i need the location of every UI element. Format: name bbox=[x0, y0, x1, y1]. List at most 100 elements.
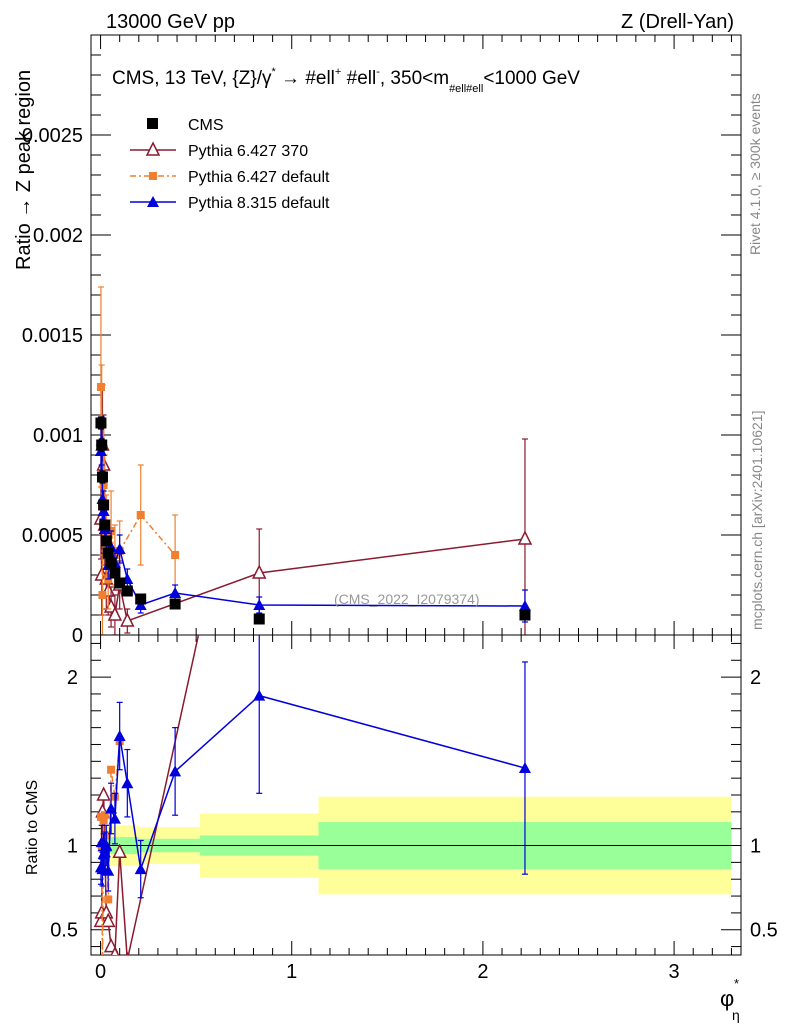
mcplots-label: mcplots.cern.ch [arXiv:2401.10621] bbox=[749, 411, 765, 630]
legend-marker-py6-370 bbox=[145, 141, 161, 156]
ratio-point bbox=[134, 863, 147, 875]
data-point bbox=[98, 591, 107, 599]
x-axis-label-main: φ bbox=[720, 986, 734, 1011]
ratio-point bbox=[96, 786, 111, 801]
ratio-tick-label: 1 bbox=[67, 836, 78, 858]
legend-marker-cms bbox=[147, 118, 158, 129]
ratio-point bbox=[253, 689, 266, 701]
ratio-point bbox=[102, 864, 115, 876]
ratio-point bbox=[107, 765, 116, 774]
ratio-point bbox=[108, 812, 121, 824]
ratio-point bbox=[104, 895, 113, 904]
ratio-data bbox=[93, 350, 531, 955]
y-tick-label: 0.001 bbox=[33, 425, 83, 447]
data-point bbox=[114, 577, 126, 589]
ratio-panel: 0 1 2 3 0.5 0.5 1 1 2 2 bbox=[50, 350, 778, 983]
ratio-point bbox=[112, 843, 127, 859]
legend-label-py6-370: Pythia 6.427 370 bbox=[188, 143, 308, 160]
data-point bbox=[169, 587, 182, 598]
title-plus: + bbox=[335, 66, 341, 78]
ratio-point bbox=[100, 811, 109, 820]
ratio-point bbox=[121, 777, 134, 789]
y-tick-label: 0.0025 bbox=[22, 125, 83, 147]
y-tick-label: 0.0015 bbox=[22, 325, 83, 347]
watermark: (CMS_2022_I2079374) bbox=[334, 591, 480, 607]
main-panel: 0 0.0005 0.001 0.0015 0.002 0.0025 bbox=[22, 34, 742, 647]
x-tick-label: 2 bbox=[477, 961, 488, 983]
legend: CMS Pythia 6.427 370 Pythia 6.427 defaul… bbox=[130, 117, 330, 212]
title-after: , 350<m bbox=[380, 68, 449, 89]
ratio-tick-label: 2 bbox=[67, 667, 78, 689]
data-point bbox=[518, 600, 531, 611]
data-point bbox=[99, 519, 111, 531]
data-point bbox=[171, 551, 180, 559]
data-point bbox=[135, 593, 147, 605]
x-axis-label-sub: η bbox=[732, 1007, 740, 1023]
ratio-point bbox=[113, 730, 126, 742]
rivet-label: Rivet 4.1.0, ≥ 300k events bbox=[747, 93, 763, 255]
data-point bbox=[96, 471, 108, 483]
data-point bbox=[98, 499, 110, 511]
main-data bbox=[93, 286, 533, 635]
data-point bbox=[99, 481, 108, 489]
data-point bbox=[109, 567, 121, 579]
data-point bbox=[105, 557, 117, 569]
data-point bbox=[253, 613, 265, 625]
data-point bbox=[107, 606, 123, 621]
title-arrow: → #ell bbox=[276, 68, 335, 89]
data-point bbox=[95, 417, 107, 429]
data-point bbox=[102, 547, 114, 559]
y-tick-label: 0.002 bbox=[33, 225, 83, 247]
ratio-point bbox=[518, 762, 531, 774]
ratio-point bbox=[99, 816, 108, 825]
header-right: Z (Drell-Yan) bbox=[621, 11, 734, 33]
ratio-y-axis-label: Ratio to CMS bbox=[24, 780, 41, 875]
ratio-tick-label-right: 2 bbox=[750, 667, 761, 689]
x-axis-label: φ* η bbox=[720, 976, 740, 1023]
y-axis-label: Ratio → Z peak region bbox=[13, 70, 35, 270]
x-axis-label-sup: * bbox=[734, 976, 739, 991]
plot-title: CMS, 13 TeV, {Z}/γ* → #ell+ #ell-, 350<m… bbox=[112, 66, 580, 95]
title-suffix: <1000 GeV bbox=[483, 68, 580, 89]
data-point bbox=[121, 585, 133, 597]
data-point bbox=[136, 511, 145, 519]
ratio-point bbox=[110, 946, 120, 955]
ratio-point bbox=[105, 802, 118, 814]
data-point bbox=[100, 535, 112, 547]
title-mid: #ell bbox=[341, 68, 376, 89]
title-prefix: CMS, 13 TeV, {Z}/γ bbox=[112, 68, 272, 89]
data-point bbox=[96, 383, 105, 391]
title-minus: - bbox=[376, 66, 380, 78]
data-point bbox=[120, 612, 135, 627]
y-tick-label: 0 bbox=[72, 625, 83, 647]
ratio-point bbox=[253, 350, 265, 362]
ratio-point bbox=[100, 912, 116, 928]
ratio-point bbox=[125, 951, 130, 955]
data-point bbox=[169, 598, 181, 610]
data-point bbox=[519, 609, 531, 621]
title-sub: #ell#ell bbox=[449, 83, 483, 95]
data-point bbox=[96, 439, 108, 451]
ratio-tick-label-right: 1 bbox=[750, 836, 761, 858]
ratio-point bbox=[169, 765, 182, 777]
x-tick-label: 1 bbox=[286, 961, 297, 983]
legend-label-py8: Pythia 8.315 default bbox=[188, 195, 330, 212]
y-tick-label: 0.0005 bbox=[22, 525, 83, 547]
x-tick-label: 3 bbox=[669, 961, 680, 983]
data-point bbox=[113, 543, 126, 554]
title-star: * bbox=[271, 66, 276, 78]
legend-label-cms: CMS bbox=[188, 117, 224, 134]
ratio-tick-label-right: 0.5 bbox=[750, 920, 778, 942]
ratio-point bbox=[100, 839, 113, 851]
legend-marker-py8 bbox=[147, 196, 159, 207]
data-point bbox=[252, 564, 267, 579]
series-line bbox=[100, 440, 525, 607]
header-left: 13000 GeV pp bbox=[106, 11, 235, 33]
legend-marker-py6-default bbox=[149, 172, 157, 180]
data-point bbox=[253, 599, 266, 610]
ratio-tick-label: 0.5 bbox=[50, 920, 78, 942]
x-tick-label: 0 bbox=[95, 961, 106, 983]
legend-label-py6-default: Pythia 6.427 default bbox=[188, 169, 330, 186]
data-point bbox=[517, 530, 533, 545]
